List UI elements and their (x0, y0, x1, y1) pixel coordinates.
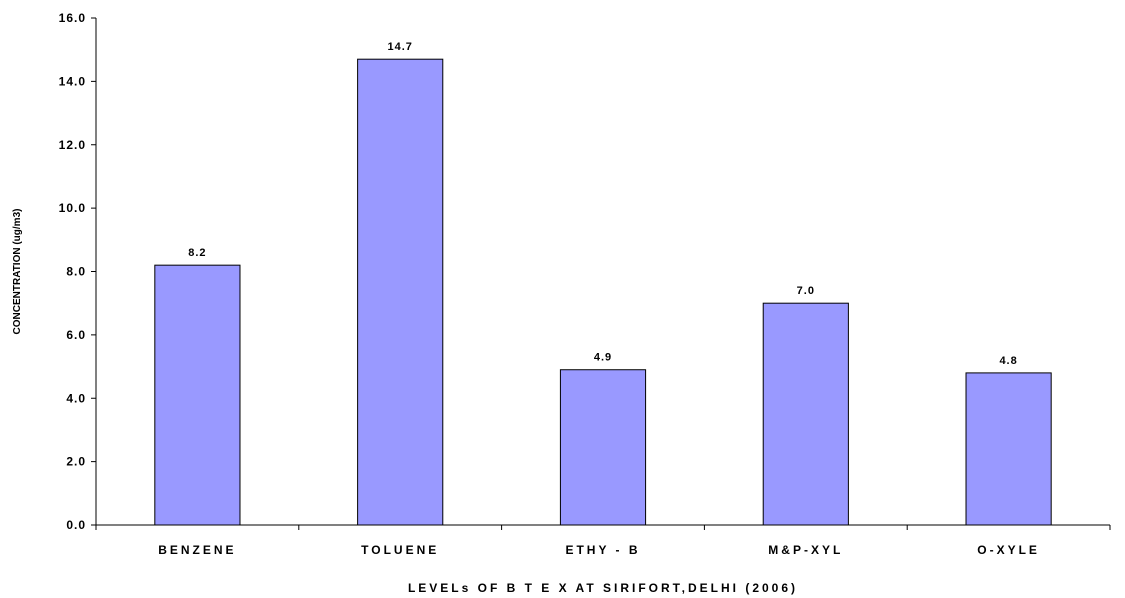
x-axis-title: LEVELs OF B T E X AT SIRIFORT,DELHI (200… (408, 581, 798, 595)
y-tick-label: 10.0 (59, 201, 86, 215)
data-label-2: 4.9 (594, 352, 612, 364)
data-label-1: 14.7 (387, 41, 412, 53)
y-tick-label: 6.0 (66, 328, 86, 342)
x-axis-categories: BENZENE TOLUENE ETHY - B M&P-XYL O-XYLE (95, 525, 1111, 557)
data-label-0: 8.2 (188, 247, 206, 259)
y-axis-title: CONCENTRATION (ug/m3) (12, 209, 23, 335)
y-tick-label: 12.0 (59, 138, 86, 152)
category-label-4: O-XYLE (977, 543, 1040, 557)
bar-3 (762, 302, 849, 526)
y-tick-label: 0.0 (66, 518, 86, 532)
y-tick-label: 16.0 (59, 11, 86, 25)
y-tick-label: 4.0 (66, 391, 86, 405)
y-axis-ticks: 0.0 2.0 4.0 6.0 8.0 10.0 12.0 14.0 16.0 (59, 11, 96, 532)
y-tick-label: 2.0 (66, 455, 86, 469)
bar-2 (559, 369, 647, 526)
category-label-2: ETHY - B (565, 543, 640, 557)
category-label-3: M&P-XYL (768, 543, 843, 557)
data-label-4: 4.8 (999, 355, 1017, 367)
bar-4 (965, 372, 1052, 526)
y-tick-label: 8.0 (66, 265, 86, 279)
category-label-1: TOLUENE (361, 543, 439, 557)
category-label-0: BENZENE (158, 543, 236, 557)
data-label-3: 7.0 (797, 285, 815, 297)
bar-1 (357, 58, 444, 526)
bar-0 (154, 264, 241, 526)
bars (154, 58, 1052, 526)
data-labels: 8.2 14.7 4.9 7.0 4.8 (188, 41, 1017, 367)
y-tick-label: 14.0 (59, 74, 86, 88)
